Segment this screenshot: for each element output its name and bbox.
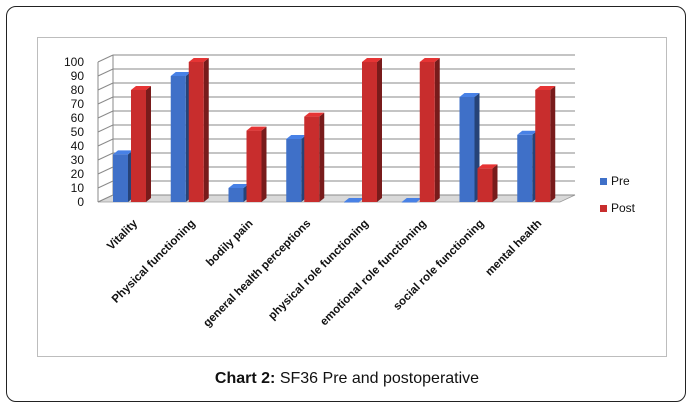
y-tick-label: 90 (71, 69, 85, 83)
bar-post (419, 62, 435, 202)
floor (97, 194, 576, 203)
bar-top-post (246, 126, 267, 131)
bar-top-post (535, 86, 556, 90)
y-tick-label: 80 (71, 83, 85, 97)
y-tick-label: 30 (71, 153, 85, 167)
x-tick-label: bodily pain (204, 218, 255, 269)
bar-top-post (419, 58, 440, 62)
legend-label-post: Post (611, 201, 636, 215)
x-tick-label: physical role functioning (266, 218, 371, 323)
bar-post (304, 116, 320, 202)
bar-post (131, 90, 146, 202)
gridline-diag (97, 194, 114, 203)
bar-pre (517, 134, 533, 202)
bar-post (535, 90, 551, 202)
bar-top-pre (286, 135, 307, 139)
caption-label: Chart 2: (214, 370, 276, 387)
gridlines (97, 54, 576, 203)
bar-side-post (492, 164, 498, 202)
bar-pre (344, 202, 359, 203)
gridline-diag (97, 138, 114, 147)
bars (113, 58, 556, 203)
y-tick-label: 40 (71, 139, 85, 153)
bar-side-post (146, 86, 151, 202)
gridline-diag (97, 82, 114, 91)
bar-side-post (550, 86, 556, 202)
figure-caption: Chart 2: SF36 Pre and postoperative (0, 370, 694, 388)
bar-side-post (434, 58, 440, 202)
y-tick-label: 70 (71, 97, 85, 111)
bar-side-post (377, 58, 382, 202)
gridline-diag (97, 166, 114, 175)
bar-pre (286, 139, 302, 202)
legend-swatch-pre (600, 178, 607, 185)
bar-pre (113, 154, 128, 202)
gridline-diag (97, 96, 114, 105)
bar-top-pre (170, 72, 191, 76)
bar-top-pre (344, 198, 364, 202)
bar-post (477, 168, 493, 202)
caption-text: SF36 Pre and postoperative (279, 370, 480, 387)
bar-side-post (203, 58, 209, 202)
bar-side-post (261, 126, 267, 202)
x-tick-label: emotional role functioning (318, 218, 429, 329)
gridline-diag (97, 152, 114, 161)
legend-swatch-post (600, 205, 607, 212)
bar-top-post (131, 86, 151, 90)
bar-top-post (304, 112, 325, 117)
bar-post (188, 62, 204, 202)
bar-top-pre (113, 150, 133, 155)
x-tick-label: mental health (483, 218, 544, 279)
bar-side-post (319, 112, 325, 202)
bar-top-pre (401, 198, 422, 202)
y-tick-label: 20 (71, 167, 85, 181)
bar-top-pre (517, 130, 538, 135)
y-tick-label: 50 (71, 125, 85, 139)
gridline-diag (97, 124, 114, 133)
y-tick-label: 0 (77, 195, 84, 209)
x-tick-label: general health perceptions (201, 218, 313, 330)
y-tick-label: 10 (71, 181, 85, 195)
gridline-diag (97, 180, 114, 189)
x-tick-label: Vitality (105, 217, 140, 252)
bar-top-post (362, 58, 382, 62)
y-tick-label: 100 (64, 55, 84, 69)
gridline-diag (97, 110, 114, 119)
bar-top-pre (459, 93, 480, 97)
bar-pre (401, 202, 417, 203)
legend: Pre Post (600, 174, 636, 215)
bar-pre (170, 76, 186, 202)
gridline-diag (97, 68, 114, 77)
gridline-diag (97, 54, 114, 63)
bar-post (362, 62, 377, 202)
bar-post (246, 130, 262, 202)
bar-top-post (477, 164, 498, 169)
bar-top-post (188, 58, 209, 62)
y-tick-label: 60 (71, 111, 85, 125)
bar-pre (228, 188, 244, 202)
bar-pre (459, 97, 475, 202)
bar-top-pre (228, 184, 249, 188)
legend-label-pre: Pre (611, 174, 630, 188)
